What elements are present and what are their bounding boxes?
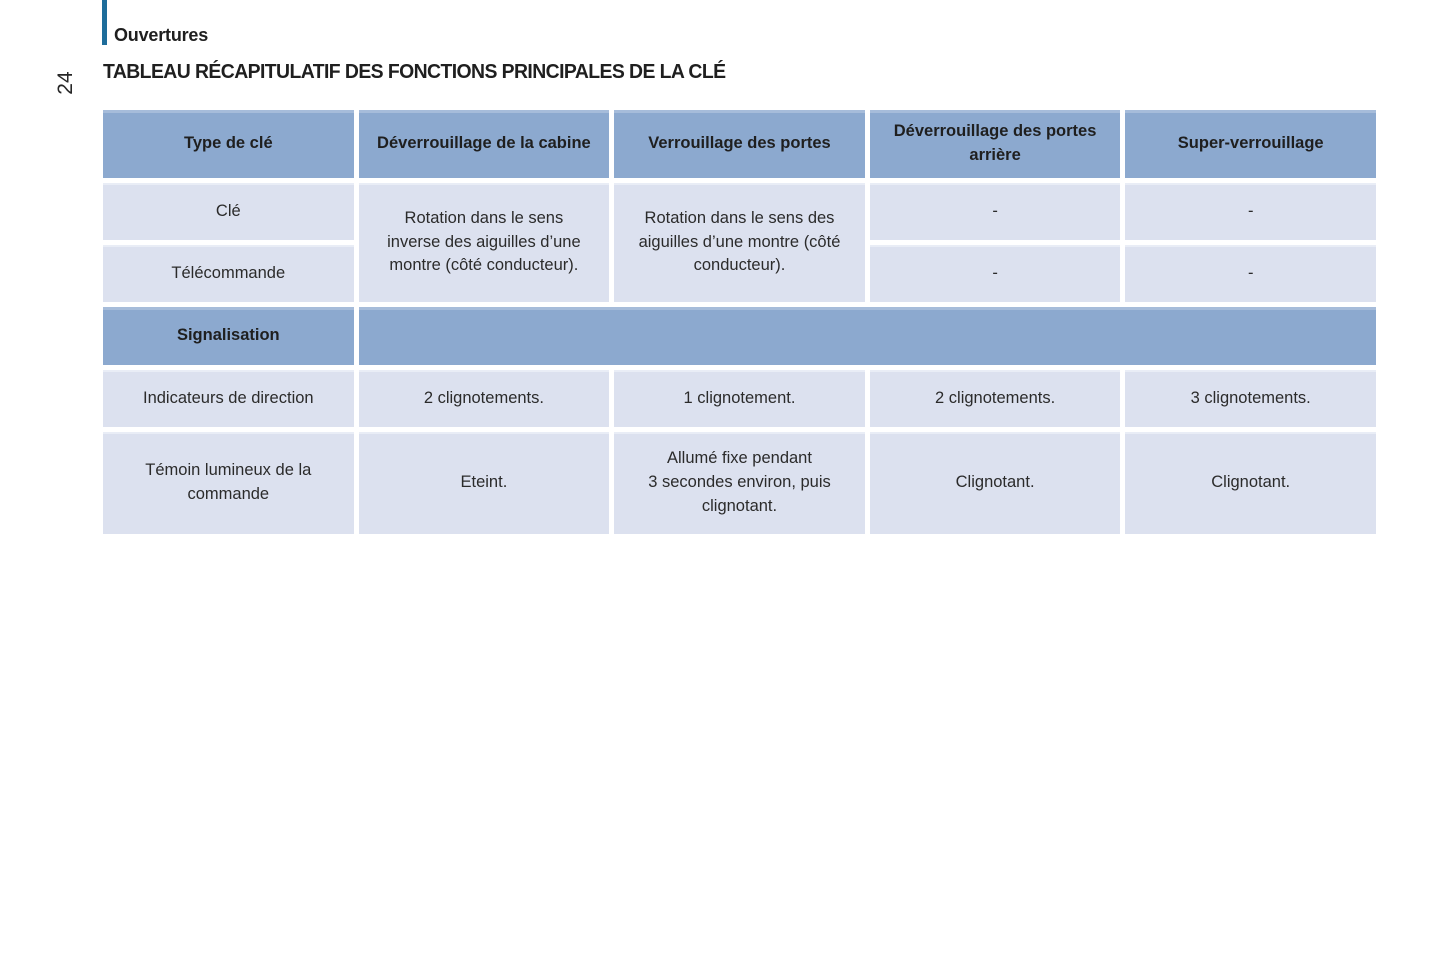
- cell-signalisation-label: Signalisation: [103, 307, 354, 365]
- header-cell-verrouillage-portes: Verrouillage des portes: [614, 110, 865, 178]
- cell-cle-portes-arriere: -: [869, 183, 1121, 240]
- cell-telecommande-portes-arriere: -: [869, 245, 1121, 302]
- cell-indicateurs-cabine: 2 clignotements.: [358, 370, 610, 427]
- cell-temoin-verrouillage: Allumé fixe pendant 3 secondes environ, …: [614, 432, 865, 534]
- cell-indicateurs-super: 3 clignotements.: [1125, 370, 1376, 427]
- cell-telecommande-super-verrouillage: -: [1125, 245, 1376, 302]
- cell-temoin-super: Clignotant.: [1125, 432, 1376, 534]
- page-number: 24: [54, 71, 77, 95]
- cell-cle-super-verrouillage: -: [1125, 183, 1376, 240]
- cell-temoin-cabine: Eteint.: [358, 432, 610, 534]
- section-label: Ouvertures: [114, 25, 209, 45]
- header-cell-super-verrouillage: Super-verrouillage: [1125, 110, 1376, 178]
- page-title: TABLEAU RÉCAPITULATIF DES FONCTIONS PRIN…: [103, 61, 726, 83]
- cell-indicateurs-verrouillage: 1 clignotement.: [614, 370, 865, 427]
- cell-temoin-label: Témoin lumineux de la commande: [103, 432, 354, 534]
- header-cell-type-de-cle: Type de clé: [103, 110, 354, 178]
- cell-indicateurs-label: Indicateurs de direction: [103, 370, 354, 427]
- cell-deverrouillage-cabine-merged: Rotation dans le sens inverse des aiguil…: [358, 183, 610, 302]
- cell-signalisation-band: [358, 307, 1376, 365]
- section-accent-bar: [102, 0, 107, 45]
- header-cell-deverrouillage-portes-arriere: Déverrouillage des portes arrière: [869, 110, 1121, 178]
- cell-telecommande-label: Télécommande: [103, 245, 354, 302]
- cell-verrouillage-portes-merged: Rotation dans le sens des aiguilles d’un…: [614, 183, 865, 302]
- cell-cle-label: Clé: [103, 183, 354, 240]
- header-cell-deverrouillage-cabine: Déverrouillage de la cabine: [358, 110, 610, 178]
- key-functions-table: Type de clé Déverrouillage de la cabine …: [103, 110, 1376, 534]
- cell-temoin-arriere: Clignotant.: [869, 432, 1121, 534]
- cell-indicateurs-arriere: 2 clignotements.: [869, 370, 1121, 427]
